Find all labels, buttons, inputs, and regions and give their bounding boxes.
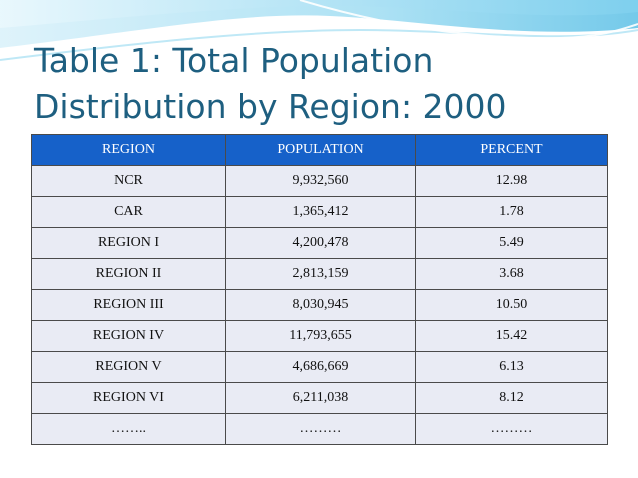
table-row: REGION V 4,686,669 6.13	[31, 351, 608, 383]
cell-population: 2,813,159	[225, 258, 416, 290]
header-population: POPULATION	[225, 134, 416, 166]
cell-region: CAR	[31, 196, 226, 228]
cell-region: REGION I	[31, 227, 226, 259]
table-row: REGION III 8,030,945 10.50	[31, 289, 608, 321]
population-table: REGION POPULATION PERCENT NCR 9,932,560 …	[31, 134, 608, 445]
header-percent: PERCENT	[415, 134, 608, 166]
cell-region: REGION II	[31, 258, 226, 290]
cell-region: REGION III	[31, 289, 226, 321]
cell-percent: 5.49	[415, 227, 608, 259]
cell-region: REGION V	[31, 351, 226, 383]
cell-percent: 3.68	[415, 258, 608, 290]
header-region: REGION	[31, 134, 226, 166]
cell-population: ………	[225, 413, 416, 445]
title-line-2: Distribution by Region: 2000	[34, 87, 507, 126]
cell-region: REGION IV	[31, 320, 226, 352]
cell-population: 4,686,669	[225, 351, 416, 383]
table-row: REGION IV 11,793,655 15.42	[31, 320, 608, 352]
table-row: NCR 9,932,560 12.98	[31, 165, 608, 197]
title-line-1: Table 1: Total Population	[34, 41, 434, 80]
slide-title: Table 1: Total Population Distribution b…	[34, 38, 614, 130]
table-row: REGION II 2,813,159 3.68	[31, 258, 608, 290]
cell-percent: 15.42	[415, 320, 608, 352]
cell-percent: 8.12	[415, 382, 608, 414]
cell-percent: 1.78	[415, 196, 608, 228]
decorative-wave	[0, 0, 638, 61]
cell-percent: 10.50	[415, 289, 608, 321]
cell-region: REGION VI	[31, 382, 226, 414]
cell-population: 8,030,945	[225, 289, 416, 321]
table-row: CAR 1,365,412 1.78	[31, 196, 608, 228]
cell-region: NCR	[31, 165, 226, 197]
cell-population: 4,200,478	[225, 227, 416, 259]
table-header-row: REGION POPULATION PERCENT	[31, 134, 608, 166]
table-row: …….. ……… ………	[31, 413, 608, 445]
cell-population: 1,365,412	[225, 196, 416, 228]
cell-population: 9,932,560	[225, 165, 416, 197]
cell-percent: 12.98	[415, 165, 608, 197]
cell-region: ……..	[31, 413, 226, 445]
cell-population: 6,211,038	[225, 382, 416, 414]
cell-percent: 6.13	[415, 351, 608, 383]
table-row: REGION I 4,200,478 5.49	[31, 227, 608, 259]
cell-population: 11,793,655	[225, 320, 416, 352]
cell-percent: ………	[415, 413, 608, 445]
table-row: REGION VI 6,211,038 8.12	[31, 382, 608, 414]
